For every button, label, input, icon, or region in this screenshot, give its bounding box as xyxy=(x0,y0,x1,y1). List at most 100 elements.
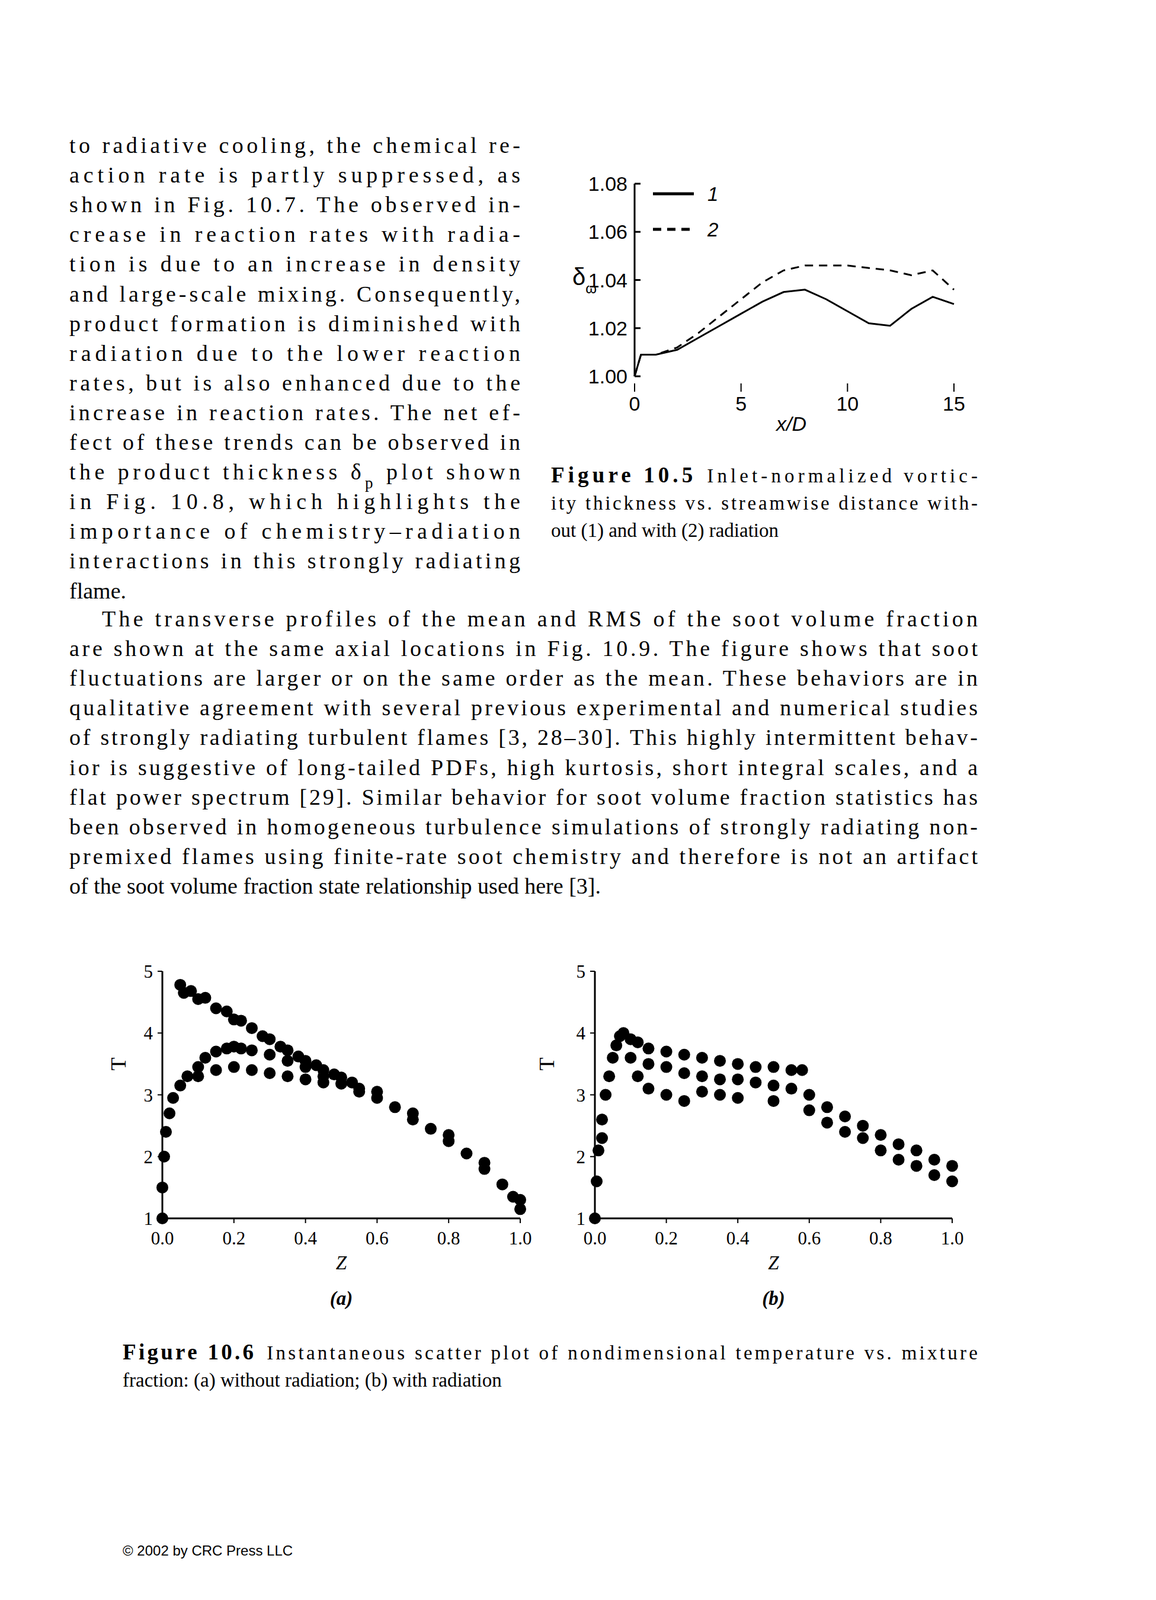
y-tick-label: 3 xyxy=(143,1084,154,1106)
point xyxy=(478,1156,491,1169)
point xyxy=(678,1048,691,1061)
point xyxy=(210,1045,223,1058)
point xyxy=(642,1042,655,1055)
point xyxy=(713,1073,726,1085)
x-tick-label: 15 xyxy=(942,392,966,415)
caption-text: Inlet-normalized vortic- xyxy=(706,465,978,487)
background xyxy=(0,0,1156,1600)
y-tick xyxy=(157,1094,163,1096)
y-tick-label: 1.06 xyxy=(588,220,628,243)
series-group xyxy=(634,265,954,377)
text-line: in Fig. 10.8, which highlights the xyxy=(69,488,521,514)
text-line: interactions in this strongly radiating xyxy=(69,548,521,573)
point xyxy=(749,1061,762,1074)
text-line: been observed in homogeneous turbulence … xyxy=(69,814,978,840)
figure-label: Figure 10.6 xyxy=(122,1339,254,1364)
text-line: radiation due to the lower reaction xyxy=(69,340,521,366)
y-tick-label: 4 xyxy=(143,1022,154,1044)
x-axis-label: Z xyxy=(335,1251,348,1274)
y-axis-label: δω xyxy=(572,263,597,297)
point xyxy=(803,1104,816,1117)
y-tick-label: 1 xyxy=(143,1208,154,1229)
point xyxy=(874,1128,887,1141)
y-tick-label: 4 xyxy=(576,1022,586,1044)
point xyxy=(590,1174,603,1187)
y-tick xyxy=(634,327,641,329)
point xyxy=(514,1193,527,1206)
point xyxy=(749,1076,762,1089)
point xyxy=(156,1212,169,1225)
point xyxy=(389,1100,402,1113)
x-tick-label: 0.0 xyxy=(583,1227,607,1249)
x-tick-label: 0.2 xyxy=(222,1227,246,1249)
point xyxy=(317,1076,330,1089)
point xyxy=(460,1147,473,1160)
caption-line: ity thickness vs. streamwise distance wi… xyxy=(551,492,978,514)
point xyxy=(596,1131,608,1144)
point xyxy=(821,1116,834,1129)
text-line: The transverse profiles of the mean and … xyxy=(101,606,978,632)
y-tick-label: 5 xyxy=(143,961,154,982)
y-axis-label: T xyxy=(535,1057,559,1071)
point xyxy=(281,1070,294,1082)
y-tick xyxy=(157,1032,163,1034)
point xyxy=(235,1014,248,1027)
point xyxy=(874,1144,887,1156)
point xyxy=(910,1144,923,1156)
point xyxy=(821,1100,834,1113)
point xyxy=(245,1044,258,1056)
point xyxy=(631,1036,644,1049)
caption-line: Figure 10.6 Instantaneous scatter plot of… xyxy=(122,1339,978,1364)
x-tick-label: 0.6 xyxy=(797,1227,821,1249)
point xyxy=(928,1153,941,1166)
points-group xyxy=(156,978,527,1225)
chart-fig-10-5: 1.001.021.041.061.08051015x/Dδω12 xyxy=(572,172,966,435)
point xyxy=(156,1181,169,1194)
x-tick xyxy=(808,1218,810,1223)
x-tick-label: 0.4 xyxy=(293,1227,317,1249)
chart-fig-10-6: 123450.00.20.40.60.81.0Z(b)T xyxy=(535,961,964,1310)
point xyxy=(767,1079,780,1092)
point xyxy=(245,1064,258,1077)
point xyxy=(299,1073,312,1085)
point xyxy=(731,1092,744,1104)
text-line: tion is due to an increase in density xyxy=(69,251,521,277)
point xyxy=(603,1070,616,1082)
text-line: are shown at the same axial locations in… xyxy=(69,635,978,661)
axis-label-sub: ω xyxy=(585,279,597,296)
text-line: flat power spectrum [29]. Similar behavi… xyxy=(69,784,978,810)
point xyxy=(599,1089,612,1101)
point xyxy=(910,1159,923,1172)
point xyxy=(245,1022,258,1034)
points-group xyxy=(588,1026,959,1225)
x-tick-label: 1.0 xyxy=(940,1227,965,1249)
point xyxy=(596,1113,608,1126)
point xyxy=(191,1070,204,1082)
text-line: fect of these trends can be observed in xyxy=(69,429,521,455)
legend-label: 2 xyxy=(706,218,719,241)
point xyxy=(496,1178,509,1191)
y-tick-label: 1.08 xyxy=(588,172,628,195)
y-tick xyxy=(634,279,641,281)
text-line: of the soot volume fraction state relati… xyxy=(69,873,601,899)
x-tick xyxy=(953,383,955,392)
legend-label: 1 xyxy=(707,183,719,206)
x-tick xyxy=(737,1218,739,1223)
point xyxy=(299,1054,312,1067)
figure-label: Figure 10.5 xyxy=(551,462,693,488)
point xyxy=(713,1054,726,1067)
text-line: importance of chemistry–radiation xyxy=(69,518,521,544)
point xyxy=(678,1094,691,1107)
x-tick-label: 0.4 xyxy=(726,1227,750,1249)
text-line: fluctuations are larger or on the same o… xyxy=(69,665,978,691)
text-line: to radiative cooling, the chemical re- xyxy=(69,132,521,158)
legend-swatch xyxy=(652,192,694,196)
point xyxy=(370,1085,383,1098)
point xyxy=(767,1094,780,1107)
point xyxy=(624,1051,637,1064)
point xyxy=(317,1064,330,1077)
caption-text: Instantaneous scatter plot of nondimensi… xyxy=(266,1342,978,1364)
x-axis xyxy=(594,1217,953,1220)
point xyxy=(767,1061,780,1074)
point xyxy=(856,1131,869,1144)
